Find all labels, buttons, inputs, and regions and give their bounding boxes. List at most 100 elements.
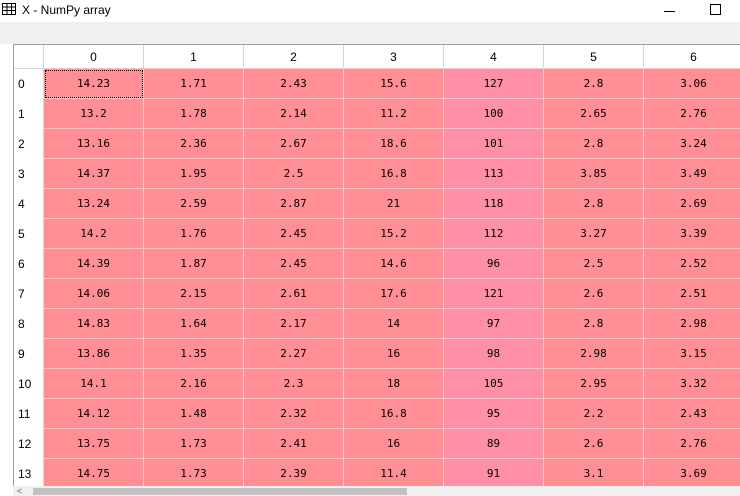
table-cell[interactable]: 2.98 [644,309,740,339]
table-cell[interactable]: 14.6 [344,249,444,279]
table-cell[interactable]: 2.5 [244,159,344,189]
minimize-button[interactable] [647,0,693,22]
table-cell[interactable]: 2.8 [544,69,644,99]
table-cell[interactable]: 2.65 [544,99,644,129]
table-cell[interactable]: 1.48 [144,399,244,429]
table-cell[interactable]: 18.6 [344,129,444,159]
table-cell[interactable]: 113 [444,159,544,189]
table-cell[interactable]: 96 [444,249,544,279]
table-cell[interactable]: 3.69 [644,459,740,489]
table-cell[interactable]: 1.73 [144,429,244,459]
table-cell[interactable]: 2.39 [244,459,344,489]
table-cell[interactable]: 3.27 [544,219,644,249]
table-cell[interactable]: 13.24 [44,189,144,219]
table-cell[interactable]: 14.37 [44,159,144,189]
table-cell[interactable]: 2.45 [244,219,344,249]
table-cell[interactable]: 2.8 [544,309,644,339]
table-cell[interactable]: 2.32 [244,399,344,429]
table-cell[interactable]: 18 [344,369,444,399]
row-header-10[interactable]: 10 [14,369,44,399]
maximize-button[interactable] [693,0,739,22]
table-cell[interactable]: 105 [444,369,544,399]
table-cell[interactable]: 95 [444,399,544,429]
table-cell[interactable]: 2.61 [244,279,344,309]
table-cell[interactable]: 2.36 [144,129,244,159]
table-cell[interactable]: 1.73 [144,459,244,489]
table-cell[interactable]: 2.6 [544,279,644,309]
table-cell[interactable]: 1.95 [144,159,244,189]
row-header-12[interactable]: 12 [14,429,44,459]
table-cell[interactable]: 100 [444,99,544,129]
table-cell[interactable]: 14.06 [44,279,144,309]
column-header-3[interactable]: 3 [344,45,444,69]
table-cell[interactable]: 21 [344,189,444,219]
table-cell[interactable]: 2.5 [544,249,644,279]
table-cell[interactable]: 121 [444,279,544,309]
table-cell[interactable]: 2.95 [544,369,644,399]
table-cell[interactable]: 118 [444,189,544,219]
table-cell[interactable]: 11.4 [344,459,444,489]
table-cell[interactable]: 2.98 [544,339,644,369]
table-cell[interactable]: 14.39 [44,249,144,279]
table-cell[interactable]: 11.2 [344,99,444,129]
row-header-1[interactable]: 1 [14,99,44,129]
table-cell[interactable]: 3.24 [644,129,740,159]
scrollbar-thumb[interactable] [33,488,407,495]
table-cell[interactable]: 17.6 [344,279,444,309]
table-cell[interactable]: 16.8 [344,159,444,189]
row-header-2[interactable]: 2 [14,129,44,159]
table-cell[interactable]: 16.8 [344,399,444,429]
table-cell[interactable]: 2.76 [644,99,740,129]
table-cell[interactable]: 14.1 [44,369,144,399]
table-cell[interactable]: 127 [444,69,544,99]
table-cell[interactable]: 14.23 [44,69,144,99]
column-header-0[interactable]: 0 [44,45,144,69]
table-cell[interactable]: 2.17 [244,309,344,339]
table-cell[interactable]: 2.6 [544,429,644,459]
table-cell[interactable]: 2.76 [644,429,740,459]
row-header-13[interactable]: 13 [14,459,44,489]
table-cell[interactable]: 2.16 [144,369,244,399]
table-cell[interactable]: 2.15 [144,279,244,309]
table-cell[interactable]: 2.69 [644,189,740,219]
table-cell[interactable]: 1.64 [144,309,244,339]
table-cell[interactable]: 89 [444,429,544,459]
table-cell[interactable]: 13.75 [44,429,144,459]
table-cell[interactable]: 3.32 [644,369,740,399]
table-cell[interactable]: 2.2 [544,399,644,429]
row-header-7[interactable]: 7 [14,279,44,309]
table-cell[interactable]: 14.83 [44,309,144,339]
table-cell[interactable]: 112 [444,219,544,249]
table-cell[interactable]: 16 [344,339,444,369]
table-cell[interactable]: 2.67 [244,129,344,159]
table-cell[interactable]: 2.41 [244,429,344,459]
table-cell[interactable]: 2.45 [244,249,344,279]
table-cell[interactable]: 2.52 [644,249,740,279]
table-cell[interactable]: 1.35 [144,339,244,369]
table-cell[interactable]: 13.86 [44,339,144,369]
column-header-5[interactable]: 5 [544,45,644,69]
table-cell[interactable]: 2.14 [244,99,344,129]
table-cell[interactable]: 97 [444,309,544,339]
table-cell[interactable]: 91 [444,459,544,489]
table-cell[interactable]: 1.87 [144,249,244,279]
table-cell[interactable]: 16 [344,429,444,459]
table-cell[interactable]: 2.51 [644,279,740,309]
array-table[interactable]: 0 1 2 3 4 5 6 0 14.23 1.71 2.43 15.6 127 2.8 3.06 1 13.2… [13,44,740,496]
column-header-1[interactable]: 1 [144,45,244,69]
table-cell[interactable]: 14.75 [44,459,144,489]
table-cell[interactable]: 15.6 [344,69,444,99]
table-cell[interactable]: 15.2 [344,219,444,249]
table-cell[interactable]: 3.06 [644,69,740,99]
table-cell[interactable]: 3.15 [644,339,740,369]
table-cell[interactable]: 3.49 [644,159,740,189]
row-header-11[interactable]: 11 [14,399,44,429]
table-cell[interactable]: 2.59 [144,189,244,219]
table-cell[interactable]: 14.12 [44,399,144,429]
row-header-8[interactable]: 8 [14,309,44,339]
table-cell[interactable]: 1.71 [144,69,244,99]
table-cell[interactable]: 3.1 [544,459,644,489]
table-cell[interactable]: 98 [444,339,544,369]
table-cell[interactable]: 2.8 [544,189,644,219]
table-cell[interactable]: 1.76 [144,219,244,249]
